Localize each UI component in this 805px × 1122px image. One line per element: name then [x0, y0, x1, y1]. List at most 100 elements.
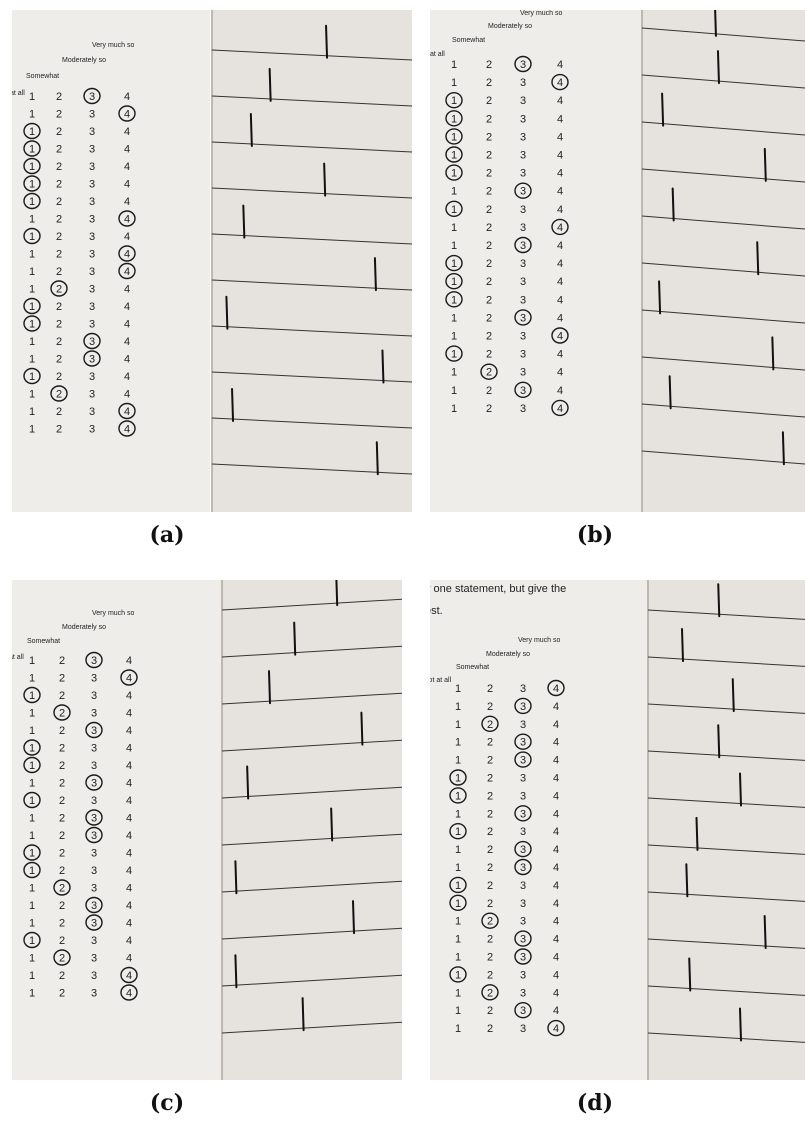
slider-mark: [658, 280, 662, 315]
scale-number: 2: [486, 77, 492, 89]
answer-circle: [481, 715, 499, 733]
scale-number: 1: [451, 131, 457, 143]
scale-number: 4: [557, 222, 563, 234]
slider-sheet: [648, 580, 805, 1080]
scale-number: 2: [487, 755, 493, 767]
scale-number: 3: [89, 179, 95, 191]
slider-mark: [668, 375, 672, 410]
visual-analogue-line: [647, 703, 805, 714]
scale-number: 4: [126, 935, 132, 947]
scale-number: 2: [487, 898, 493, 910]
scale-number: 2: [59, 953, 65, 965]
scale-number: 2: [56, 231, 62, 243]
answer-circle: [50, 385, 68, 402]
scale-number: 4: [126, 970, 132, 982]
answer-circle: [23, 931, 41, 949]
photo-panel-b: Very much so Moderately so Somewhat at all 1…: [430, 10, 805, 512]
scale-number: 4: [553, 737, 559, 749]
scale-number: 3: [89, 284, 95, 296]
scale-number: 2: [56, 91, 62, 103]
visual-analogue-line: [641, 168, 805, 183]
scale-number: 4: [124, 91, 130, 103]
answer-circle: [551, 327, 569, 344]
scale-number: 4: [124, 266, 130, 278]
answer-circle: [445, 164, 463, 181]
scale-number: 3: [520, 844, 526, 856]
visual-analogue-line: [641, 121, 805, 136]
visual-analogue-line: [221, 739, 402, 752]
visual-analogue-line: [647, 1032, 805, 1043]
scale-number: 3: [520, 77, 526, 89]
scale-number: 3: [89, 389, 95, 401]
scale-number: 3: [89, 354, 95, 366]
answer-circle: [85, 721, 103, 739]
header-not-at-all: lot at all: [430, 677, 452, 684]
answer-circle: [445, 146, 463, 163]
scale-number: 4: [553, 1023, 559, 1035]
slider-mark: [225, 295, 229, 330]
answer-circle: [514, 858, 532, 876]
answer-circle: [50, 280, 68, 297]
header-instructions: y one statement, but give the: [430, 583, 566, 595]
scale-number: 2: [56, 249, 62, 261]
scale-number: 2: [59, 848, 65, 860]
answer-circle: [551, 399, 569, 417]
scale-number: 3: [520, 258, 526, 270]
scale-number: 4: [553, 844, 559, 856]
slider-mark: [268, 67, 272, 102]
slider-sheet: [642, 10, 805, 512]
scale-number: 3: [91, 725, 97, 737]
scale-number: 1: [29, 708, 35, 720]
answer-circle: [514, 309, 532, 326]
scale-number: 1: [451, 168, 457, 180]
slider-mark: [681, 628, 684, 663]
visual-analogue-line: [211, 233, 412, 245]
scale-number: 2: [486, 59, 492, 71]
scale-number: 2: [487, 1005, 493, 1017]
scale-number: 4: [553, 916, 559, 928]
scale-number: 4: [126, 813, 132, 825]
visual-analogue-line: [647, 938, 805, 949]
header-somewhat: Somewhat: [27, 638, 60, 645]
scale-number: 2: [486, 186, 492, 198]
scale-number: 4: [557, 77, 563, 89]
slider-sheet: [212, 10, 412, 512]
answer-circle: [85, 809, 103, 826]
answer-circle: [23, 367, 41, 385]
answer-circle: [23, 686, 41, 704]
scale-number: 2: [59, 673, 65, 685]
scale-number: 3: [520, 367, 526, 379]
scale-number: 2: [487, 773, 493, 785]
scale-number: 3: [520, 131, 526, 143]
scale-number: 2: [56, 196, 62, 208]
scale-number: 2: [59, 778, 65, 790]
answer-circle: [118, 105, 136, 122]
answer-circle: [445, 345, 463, 362]
answer-circle: [23, 739, 41, 756]
scale-number: 3: [91, 918, 97, 930]
scale-number: 3: [91, 935, 97, 947]
scale-number: 3: [89, 406, 95, 418]
scale-number: 2: [59, 708, 65, 720]
answer-circle: [514, 55, 532, 73]
scale-number: 4: [557, 385, 563, 397]
scale-number: 1: [29, 406, 35, 418]
scale-number: 2: [486, 349, 492, 361]
scale-number: 4: [126, 848, 132, 860]
answer-circle: [551, 73, 569, 91]
scale-number: 4: [557, 403, 563, 415]
slider-mark: [323, 162, 327, 197]
scale-number: 2: [56, 179, 62, 191]
visual-analogue-line: [221, 880, 402, 893]
scale-number: 3: [520, 826, 526, 838]
scale-number: 4: [553, 898, 559, 910]
scale-number: 4: [557, 95, 563, 107]
scale-number: 2: [59, 830, 65, 842]
questionnaire-sheet: [430, 580, 648, 1080]
answer-circle: [53, 879, 71, 896]
scale-number: 4: [126, 725, 132, 737]
scale-number: 3: [91, 813, 97, 825]
scale-number: 3: [91, 778, 97, 790]
answer-circle: [85, 914, 103, 931]
scale-number: 4: [124, 161, 130, 173]
